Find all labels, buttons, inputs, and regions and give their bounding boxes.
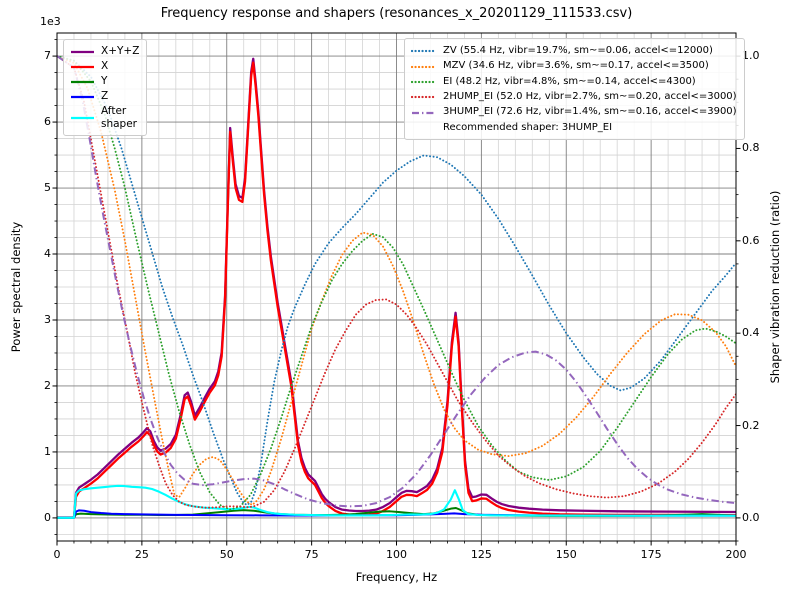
legend-shapers-item-0: ZV (55.4 Hz, vibr=19.7%, sm~=0.06, accel… (410, 41, 737, 60)
legend-item-label: MZV (34.6 Hz, vibr=3.6%, sm~=0.17, accel… (443, 60, 709, 72)
legend-psd-item-3: Z (70, 89, 139, 104)
legend-item-label: Z (101, 90, 109, 103)
series-EI (57, 55, 736, 511)
legend-line-sample (70, 42, 95, 61)
y-right-tick-label: 1.0 (742, 49, 760, 63)
x-tick-label: 200 (725, 548, 747, 561)
series-MZV (57, 55, 736, 506)
x-tick-label: 50 (219, 548, 234, 561)
legend-shapers-item-4: 3HUMP_EI (72.6 Hz, vibr=1.4%, sm~=0.16, … (411, 105, 737, 120)
legend-psd-item-4: After shaper (70, 104, 139, 131)
chart-title: Frequency response and shapers (resonanc… (160, 6, 633, 21)
legend-line-sample (70, 72, 95, 91)
legend-line-sample (410, 87, 438, 106)
legend-line-sample (70, 57, 95, 76)
legend-shapers-item-2: EI (48.2 Hz, vibr=4.8%, sm~=0.14, accel<… (410, 72, 737, 91)
legend-psd-item-2: Y (70, 74, 139, 89)
series-2HUMP_EI (57, 55, 736, 509)
legend-psd: X+Y+Z X Y Z After shaper (63, 39, 148, 136)
y-left-tick-label: 6 (44, 115, 51, 129)
legend-line-sample (70, 87, 95, 106)
x-tick-label: 125 (470, 548, 492, 561)
y-right-tick-label: 0.0 (742, 510, 760, 524)
legend-item-label: After shaper (101, 105, 138, 130)
legend-line-sample (70, 108, 95, 127)
series-ZV (57, 55, 736, 506)
y-left-tick-label: 2 (44, 378, 51, 392)
y-left-tick-label: 0 (44, 510, 51, 524)
legend-item-label: EI (48.2 Hz, vibr=4.8%, sm~=0.14, accel<… (443, 75, 696, 87)
y-right-tick-label: 0.6 (742, 233, 760, 247)
legend-shapers-item-5: Recommended shaper: 3HUMP_EI (411, 120, 737, 135)
x-tick-label: 150 (555, 548, 577, 561)
legend-item-label: Recommended shaper: 3HUMP_EI (443, 121, 613, 133)
legend-line-sample (410, 72, 438, 91)
y-right-tick-label: 0.2 (742, 418, 760, 432)
y-axis-offset-text: 1e3 (40, 15, 61, 28)
legend-item-label: Y (101, 75, 108, 88)
series-After-shaper (57, 484, 736, 519)
legend-item-label: X (101, 60, 109, 73)
x-tick-label: 175 (640, 548, 662, 561)
legend-psd-item-0: X+Y+Z (70, 44, 139, 59)
series-3HUMP_EI (57, 55, 736, 508)
legend-shapers: ZV (55.4 Hz, vibr=19.7%, sm~=0.06, accel… (404, 38, 745, 141)
x-axis-label: Frequency, Hz (355, 570, 438, 584)
legend-item-label: ZV (55.4 Hz, vibr=19.7%, sm~=0.06, accel… (443, 44, 713, 56)
y-right-tick-label: 0.8 (742, 141, 760, 155)
x-tick-label: 100 (386, 548, 407, 561)
y-right-axis-label: Shaper vibration reduction (ratio) (768, 190, 782, 384)
legend-line-sample (410, 57, 438, 76)
y-left-tick-label: 5 (44, 181, 51, 195)
legend-line-sample (411, 103, 437, 122)
y-left-axis-label: Power spectral density (9, 221, 23, 353)
legend-shapers-item-3: 2HUMP_EI (52.0 Hz, vibr=2.7%, sm~=0.20, … (410, 87, 737, 106)
y-left-tick-label: 1 (44, 444, 51, 458)
y-right-tick-label: 0.4 (742, 326, 760, 340)
x-tick-label: 25 (134, 548, 149, 561)
legend-line-sample (410, 41, 438, 60)
legend-shapers-item-1: MZV (34.6 Hz, vibr=3.6%, sm~=0.17, accel… (410, 57, 737, 76)
x-tick-label: 0 (53, 548, 61, 561)
legend-item-label: 3HUMP_EI (72.6 Hz, vibr=1.4%, sm~=0.16, … (443, 106, 737, 118)
y-left-tick-label: 3 (44, 312, 51, 326)
legend-item-label: 2HUMP_EI (52.0 Hz, vibr=2.7%, sm~=0.20, … (443, 90, 737, 102)
y-left-tick-label: 4 (44, 247, 51, 260)
legend-psd-item-1: X (70, 59, 139, 74)
legend-item-label: X+Y+Z (101, 45, 140, 58)
y-left-tick-label: 7 (44, 49, 51, 63)
x-tick-label: 75 (304, 548, 319, 561)
